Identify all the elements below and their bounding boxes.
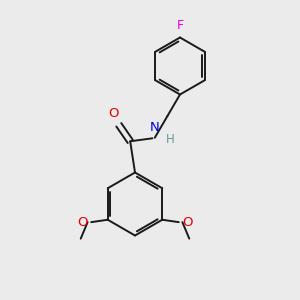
Text: N: N [150,121,160,134]
Text: F: F [176,19,184,32]
Text: O: O [77,216,88,229]
Text: O: O [108,107,119,120]
Text: H: H [166,133,175,146]
Text: O: O [182,216,193,229]
